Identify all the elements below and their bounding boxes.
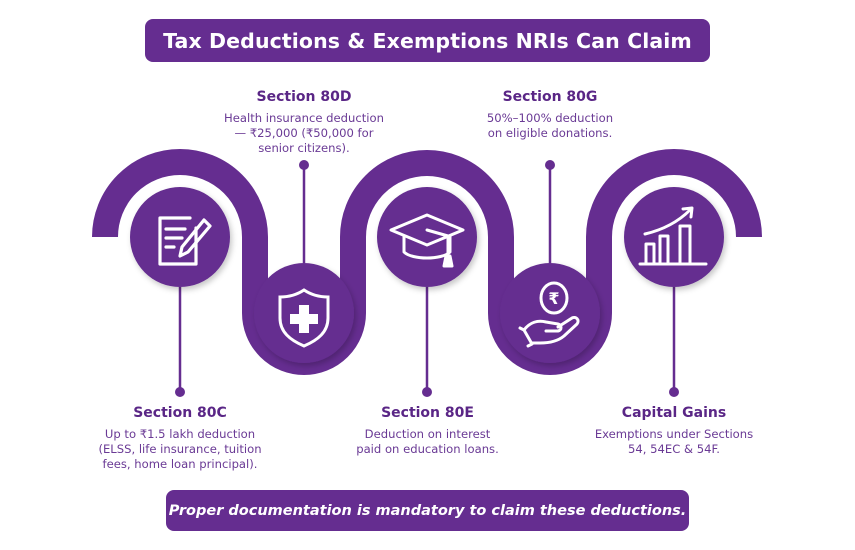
shield-plus-icon <box>278 288 330 348</box>
item-desc: 50%–100% deduction on eligible donations… <box>486 111 614 140</box>
rupee-hand-icon: ₹ <box>518 281 580 348</box>
item-heading: Capital Gains <box>621 405 727 421</box>
item-heading: Section 80D <box>256 89 352 105</box>
item-80e: Section 80E Deduction on interest paid o… <box>340 405 515 457</box>
wave-band <box>92 149 762 375</box>
footer-banner: Proper documentation is mandatory to cla… <box>166 490 689 531</box>
item-heading: Section 80G <box>502 89 598 105</box>
item-80d: Section 80D Health insurance deduction —… <box>214 89 394 156</box>
item-80c: Section 80C Up to ₹1.5 lakh deduction (E… <box>90 405 270 472</box>
item-desc: Health insurance deduction — ₹25,000 (₹5… <box>224 111 384 155</box>
document-pencil-icon <box>158 216 212 266</box>
graduation-cap-icon <box>389 213 465 268</box>
item-capital-gains: Capital Gains Exemptions under Sections … <box>584 405 764 457</box>
connector-dots <box>175 160 679 397</box>
item-heading: Section 80C <box>133 405 227 421</box>
circle-80e <box>377 187 477 287</box>
growth-chart-icon <box>638 206 708 266</box>
circle-capital-gains <box>624 187 724 287</box>
item-80g: Section 80G 50%–100% deduction on eligib… <box>465 89 635 141</box>
svg-text:₹: ₹ <box>548 289 559 308</box>
item-desc: Exemptions under Sections 54, 54EC & 54F… <box>594 427 754 456</box>
title-banner: Tax Deductions & Exemptions NRIs Can Cla… <box>145 19 710 62</box>
connector-lines <box>178 165 676 392</box>
item-desc: Up to ₹1.5 lakh deduction (ELSS, life in… <box>98 427 262 471</box>
page-title: Tax Deductions & Exemptions NRIs Can Cla… <box>163 28 692 53</box>
item-desc: Deduction on interest paid on education … <box>356 427 499 456</box>
footer-note: Proper documentation is mandatory to cla… <box>168 502 687 519</box>
item-heading: Section 80E <box>381 405 474 421</box>
